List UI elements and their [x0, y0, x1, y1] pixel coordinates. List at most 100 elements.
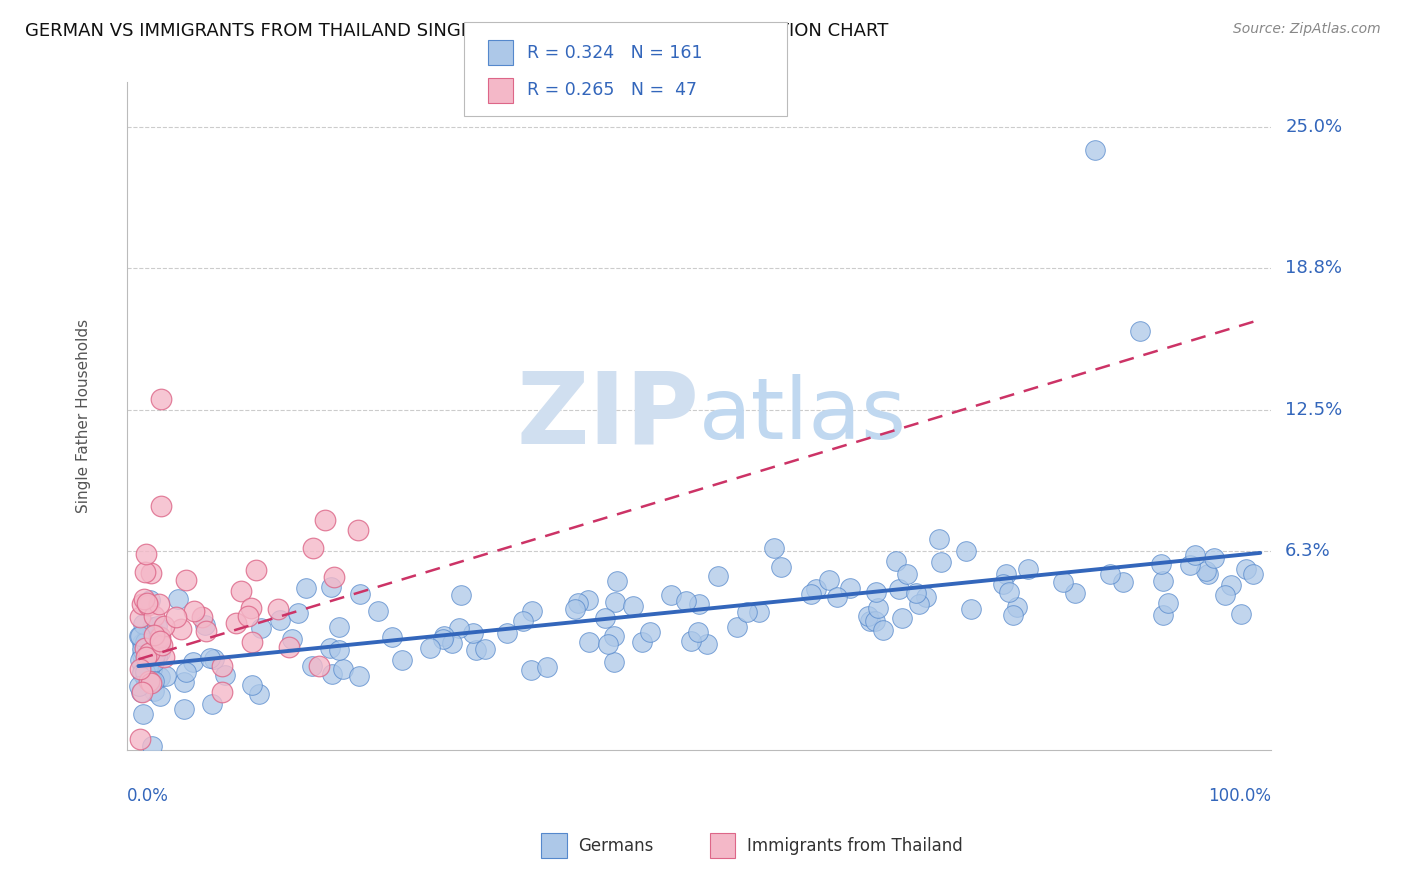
Point [995, 567, 1018, 582]
Point [132, 591, 155, 606]
Point [194, 617, 217, 632]
Point [737, 605, 759, 619]
Point [929, 555, 952, 569]
Point [1112, 574, 1135, 589]
Point [866, 601, 889, 615]
Point [319, 640, 342, 655]
Point [132, 617, 155, 632]
Point [688, 597, 710, 611]
Point [308, 659, 330, 673]
Point [464, 642, 486, 657]
Point [1178, 558, 1201, 572]
Point [1007, 600, 1029, 615]
Point [800, 587, 823, 601]
Text: GERMAN VS IMMIGRANTS FROM THAILAND SINGLE FATHER HOUSEHOLDS CORRELATION CHART: GERMAN VS IMMIGRANTS FROM THAILAND SINGL… [25, 22, 889, 40]
Point [998, 585, 1021, 599]
Point [146, 631, 169, 645]
Point [143, 656, 166, 670]
Text: ZIP: ZIP [516, 368, 699, 465]
Point [131, 665, 153, 680]
Point [576, 593, 599, 607]
Point [214, 668, 236, 682]
Point [136, 660, 159, 674]
Point [1157, 595, 1180, 609]
Point [153, 650, 176, 665]
Point [202, 652, 225, 666]
Point [138, 655, 160, 669]
Point [960, 601, 983, 615]
Point [131, 658, 153, 673]
Point [194, 624, 217, 638]
Point [153, 619, 176, 633]
Point [141, 620, 163, 634]
Point [128, 629, 150, 643]
Point [211, 658, 233, 673]
Point [139, 676, 162, 690]
Point [247, 687, 270, 701]
Point [707, 568, 730, 582]
Text: R = 0.324   N = 161: R = 0.324 N = 161 [527, 44, 703, 62]
Point [287, 606, 309, 620]
Point [630, 635, 652, 649]
Point [136, 626, 159, 640]
Point [131, 648, 153, 663]
Point [991, 577, 1014, 591]
Text: atlas: atlas [699, 375, 907, 458]
Point [1052, 575, 1074, 590]
Point [181, 655, 204, 669]
Point [191, 610, 214, 624]
Point [128, 662, 150, 676]
Point [1150, 557, 1173, 571]
Point [136, 598, 159, 612]
Point [432, 632, 454, 646]
Point [143, 648, 166, 663]
Point [567, 597, 589, 611]
Point [1002, 607, 1025, 622]
Point [245, 563, 267, 577]
Point [675, 594, 697, 608]
Point [896, 567, 918, 582]
Text: Source: ZipAtlas.com: Source: ZipAtlas.com [1233, 22, 1381, 37]
Point [564, 602, 586, 616]
Point [139, 593, 162, 607]
Point [889, 582, 911, 596]
Point [1084, 143, 1107, 157]
Point [149, 392, 172, 406]
Point [328, 642, 350, 657]
Point [135, 649, 157, 664]
Point [1202, 551, 1225, 566]
Point [134, 670, 156, 684]
Point [688, 624, 710, 639]
Point [131, 636, 153, 650]
Point [134, 665, 156, 679]
Point [1234, 562, 1257, 576]
Point [145, 619, 167, 633]
Point [520, 664, 543, 678]
Point [825, 591, 848, 605]
Point [603, 595, 626, 609]
Point [141, 673, 163, 688]
Point [1195, 564, 1218, 578]
Point [131, 642, 153, 657]
Point [143, 627, 166, 641]
Point [135, 547, 157, 561]
Point [250, 621, 273, 635]
Point [367, 604, 389, 618]
Point [321, 666, 343, 681]
Point [242, 678, 264, 692]
Point [269, 614, 291, 628]
Point [143, 683, 166, 698]
Point [302, 541, 325, 555]
Text: R = 0.265   N =  47: R = 0.265 N = 47 [527, 81, 697, 99]
Text: 25.0%: 25.0% [1285, 118, 1343, 136]
Point [155, 669, 177, 683]
Point [149, 645, 172, 659]
Point [928, 533, 950, 547]
Point [129, 610, 152, 624]
Point [149, 499, 172, 513]
Point [128, 629, 150, 643]
Point [170, 622, 193, 636]
Point [236, 609, 259, 624]
Point [859, 614, 882, 628]
Point [512, 614, 534, 628]
